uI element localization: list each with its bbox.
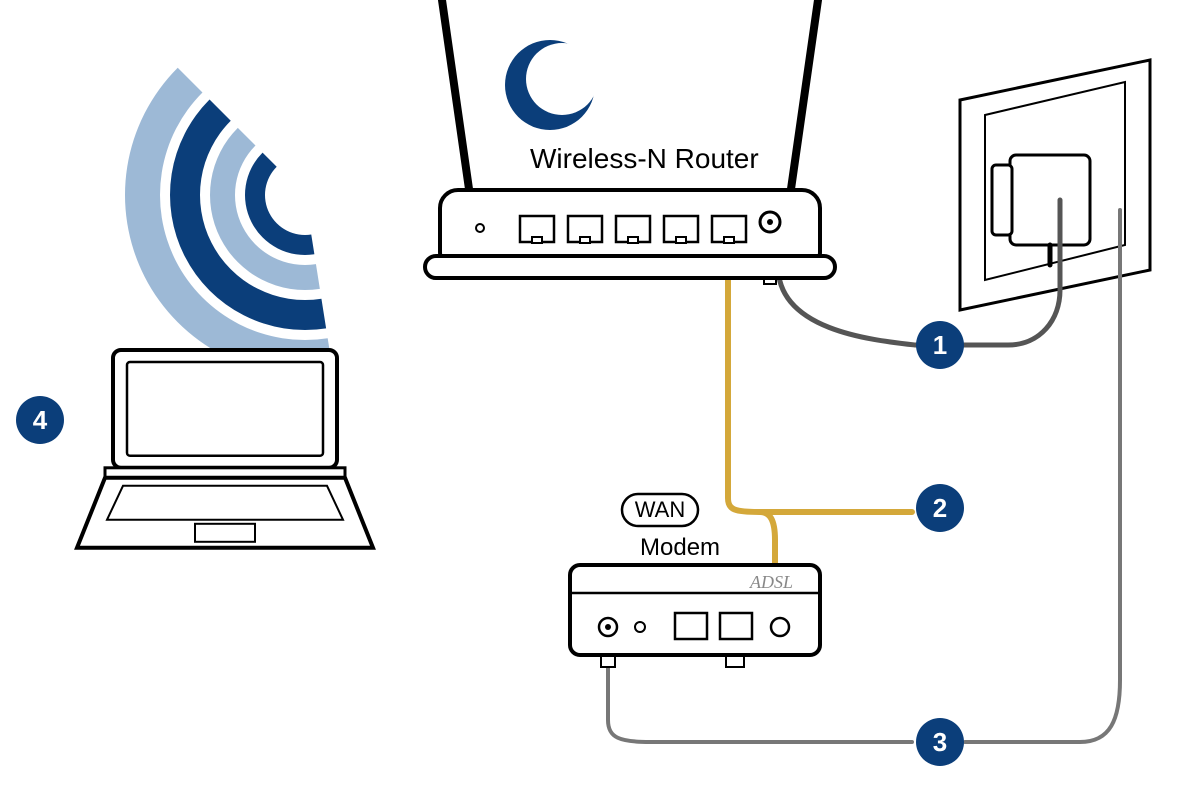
modem-label: Modem — [640, 534, 720, 561]
network-setup-diagram: ADSL WAN Wireless-N Router Modem 1 2 3 4 — [0, 0, 1200, 800]
step-badge-4: 4 — [33, 405, 48, 435]
laptop-icon — [77, 350, 373, 548]
modem-icon: ADSL — [570, 565, 820, 655]
wan-label: WAN — [622, 494, 698, 526]
router-icon — [425, 0, 835, 278]
wifi-waves-icon — [125, 68, 333, 375]
step-badge-1: 1 — [933, 330, 947, 360]
step-badge-3: 3 — [933, 727, 947, 757]
svg-text:WAN: WAN — [635, 497, 686, 522]
router-label: Wireless-N Router — [530, 143, 759, 174]
step-badge-2: 2 — [933, 493, 947, 523]
svg-text:ADSL: ADSL — [749, 572, 793, 592]
wifi-crescent-icon — [505, 40, 598, 130]
